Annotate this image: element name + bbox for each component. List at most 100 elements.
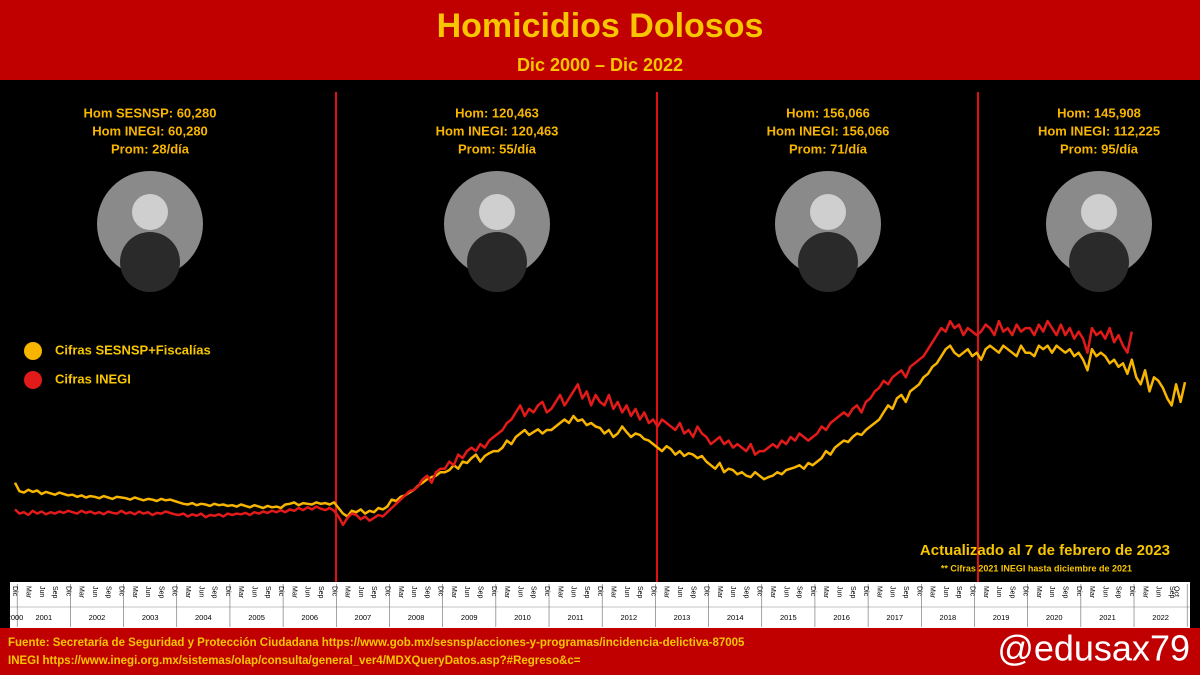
- x-month-label: Dic: [64, 586, 71, 597]
- x-year-label: 2014: [727, 613, 744, 622]
- x-month-label: Dic: [277, 586, 284, 597]
- chart-subtitle: Dic 2000 – Dic 2022: [517, 55, 683, 75]
- x-month-label: Sep: [1061, 586, 1068, 599]
- x-month-label: Dic: [543, 586, 550, 597]
- x-month-label: Jun: [1155, 586, 1162, 597]
- author-handle: @edusax79: [997, 628, 1190, 669]
- x-year-label: 2020: [1046, 613, 1063, 622]
- x-month-label: Mar: [875, 586, 882, 599]
- x-month-label: Sep: [157, 586, 164, 599]
- x-month-label: Sep: [104, 586, 111, 599]
- portrait-face: [132, 194, 168, 230]
- footnote: ** Cifras 2021 INEGI hasta diciembre de …: [941, 563, 1132, 573]
- x-month-label: Jun: [410, 586, 417, 597]
- x-month-label: Mar: [24, 586, 31, 599]
- x-month-label: Mar: [982, 586, 989, 599]
- x-month-label: Jun: [729, 586, 736, 597]
- annotation: Hom INEGI: 60,280: [92, 123, 208, 138]
- x-month-label: Mar: [609, 586, 616, 599]
- x-month-label: Sep: [1168, 586, 1175, 599]
- series-line: [14, 319, 1134, 527]
- x-month-label: Dic: [1022, 586, 1029, 597]
- x-month-label: Mar: [397, 586, 404, 599]
- x-month-label: Dic: [1128, 586, 1135, 597]
- x-month-label: Sep: [51, 586, 58, 599]
- x-month-label: Sep: [317, 586, 324, 599]
- x-month-label: Sep: [1115, 586, 1122, 599]
- x-year-label: 2004: [195, 613, 212, 622]
- x-month-label: Dic: [224, 586, 231, 597]
- annotation: Hom: 156,066: [786, 105, 870, 120]
- x-month-label: Sep: [636, 586, 643, 599]
- x-year-label: 2016: [833, 613, 850, 622]
- x-month-label: Sep: [955, 586, 962, 599]
- x-year-label: 2019: [993, 613, 1010, 622]
- x-year-label: 2017: [886, 613, 903, 622]
- x-month-label: Dic: [1075, 586, 1082, 597]
- x-month-label: Dic: [437, 586, 444, 597]
- x-month-label: Jun: [835, 586, 842, 597]
- x-month-label: Dic: [862, 586, 869, 597]
- x-month-label: Sep: [902, 586, 909, 599]
- portrait-shade: [1069, 232, 1129, 292]
- x-month-label: Mar: [131, 586, 138, 599]
- annotation: Hom: 120,463: [455, 105, 539, 120]
- x-year-label: 2001: [35, 613, 52, 622]
- x-month-label: Mar: [822, 586, 829, 599]
- portrait-shade: [120, 232, 180, 292]
- x-month-label: Jun: [144, 586, 151, 597]
- x-year-label: 2009: [461, 613, 478, 622]
- legend-marker: [24, 342, 42, 360]
- x-month-label: Sep: [476, 586, 483, 599]
- x-month-label: Jun: [942, 586, 949, 597]
- x-month-label: Sep: [370, 586, 377, 599]
- series-line: [13, 344, 1187, 518]
- annotation: Hom: 145,908: [1057, 105, 1141, 120]
- x-year-label: 2018: [940, 613, 957, 622]
- x-month-label: Mar: [450, 586, 457, 599]
- x-month-label: Dic: [490, 586, 497, 597]
- x-month-label: Mar: [290, 586, 297, 599]
- x-month-label: Mar: [929, 586, 936, 599]
- updated-note: Actualizado al 7 de febrero de 2023: [920, 542, 1170, 559]
- annotation: Prom: 71/día: [789, 141, 868, 156]
- x-month-label: Jun: [38, 586, 45, 597]
- portrait-shade: [467, 232, 527, 292]
- x-month-label: Sep: [796, 586, 803, 599]
- x-year-label: 2021: [1099, 613, 1116, 622]
- x-month-label: Mar: [237, 586, 244, 599]
- annotation: Prom: 95/día: [1060, 141, 1139, 156]
- x-year-label: 2013: [674, 613, 691, 622]
- x-year-label: 2002: [89, 613, 106, 622]
- footer-band: [0, 628, 1200, 675]
- x-month-label: Sep: [849, 586, 856, 599]
- annotation: Hom INEGI: 156,066: [767, 123, 890, 138]
- x-month-label: Dic: [968, 586, 975, 597]
- x-month-label: Jun: [889, 586, 896, 597]
- x-month-label: Dic: [330, 586, 337, 597]
- x-month-label: Jun: [995, 586, 1002, 597]
- x-month-label: Mar: [1141, 586, 1148, 599]
- x-month-label: Sep: [742, 586, 749, 599]
- x-month-label: Mar: [1035, 586, 1042, 599]
- x-month-label: Jun: [782, 586, 789, 597]
- x-year-label: 2003: [142, 613, 159, 622]
- x-month-label: Dic: [171, 586, 178, 597]
- chart-title: Homicidios Dolosos: [437, 7, 764, 45]
- x-month-label: Dic: [118, 586, 125, 597]
- x-year-label: 2011: [568, 613, 584, 622]
- legend-marker: [24, 371, 42, 389]
- annotation: Hom INEGI: 112,225: [1038, 123, 1160, 138]
- x-month-label: Jun: [91, 586, 98, 597]
- x-year-label: 2000: [7, 613, 24, 622]
- annotation: Hom INEGI: 120,463: [436, 123, 559, 138]
- x-year-label: 2008: [408, 613, 425, 622]
- x-year-label: 2005: [248, 613, 265, 622]
- source-text: Fuente: Secretaría de Seguridad y Protec…: [8, 637, 745, 649]
- x-year-label: 2007: [355, 613, 372, 622]
- x-month-label: Mar: [716, 586, 723, 599]
- x-month-label: Sep: [583, 586, 590, 599]
- x-month-label: Mar: [1088, 586, 1095, 599]
